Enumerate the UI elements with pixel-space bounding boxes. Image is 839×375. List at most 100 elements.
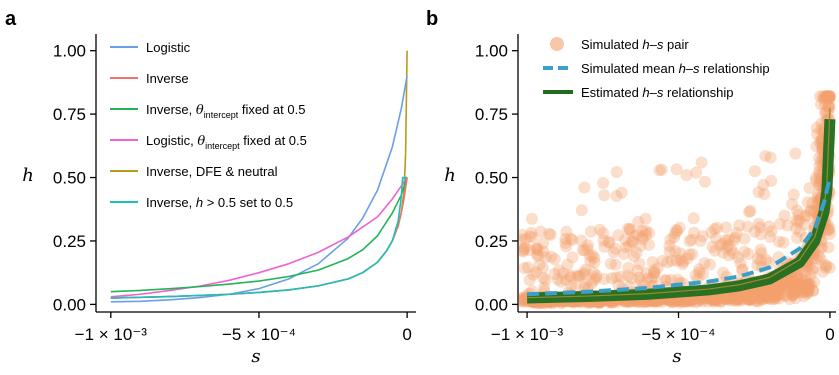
panel-b-scatter-point	[810, 174, 823, 187]
panel-b-scatter-point	[781, 219, 794, 232]
panel-b-scatter-point	[679, 295, 692, 308]
panel-b-scatter-point	[733, 219, 746, 232]
panel-b-scatter-point	[727, 290, 740, 302]
panel-b-scatter-point	[799, 264, 812, 277]
panel-b-scatter-point	[531, 241, 544, 254]
panel-b-scatter-point	[731, 292, 744, 305]
panel-b-scatter-point	[620, 241, 633, 254]
panel-b-scatter-point	[717, 246, 730, 259]
panel-b-scatter-point	[798, 281, 810, 294]
panel-b-scatter-point	[771, 284, 784, 297]
panel-b-scatter-point	[764, 290, 777, 303]
panel-b-scatter-point	[519, 292, 528, 305]
panel-b-scatter-point	[573, 269, 586, 282]
panel-b-scatter-point	[651, 261, 664, 274]
panel-b-scatter-point	[669, 227, 682, 240]
panel-b-scatter-point	[800, 285, 813, 298]
panel-b-scatter-point	[822, 106, 835, 119]
panel-b-scatter-point	[625, 235, 638, 247]
panel-b-scatter-point	[793, 214, 806, 227]
panel-letter-a: a	[5, 8, 17, 30]
panel-b-scatter-point	[790, 278, 803, 291]
panel-b-scatter-point	[531, 244, 544, 256]
panel-b-scatter-point	[579, 263, 592, 276]
panel-b-scatter-point	[683, 235, 696, 248]
panel-b-scatter-point	[763, 220, 776, 233]
panel-b-scatter-point	[804, 268, 817, 281]
panel-b-scatter-point	[675, 294, 688, 307]
panel-b-scatter-point	[519, 243, 531, 256]
panel-b-scatter-point	[746, 292, 758, 305]
panel-b-scatter-point	[531, 248, 544, 261]
panel-b-scatter-point	[711, 221, 724, 234]
panel-b-scatter-point	[791, 283, 804, 296]
panel-b-scatter-point	[519, 293, 528, 306]
panel-b-scatter-point	[758, 188, 771, 201]
panel-b-scatter-point	[769, 290, 782, 303]
panel-b-scatter-point	[725, 290, 738, 302]
panel-b-scatter-point	[693, 263, 706, 276]
panel-b-scatter-point	[524, 230, 536, 243]
panel-b-scatter-point	[605, 272, 618, 285]
panel-b-scatter-point	[778, 289, 791, 302]
panel-b-scatter-point	[726, 294, 739, 306]
panel-b-scatter-point	[798, 218, 811, 231]
panel-b-scatter-point	[696, 293, 709, 306]
panel-b-scatter-point	[754, 243, 767, 256]
panel-b-scatter-point	[776, 280, 789, 292]
panel-b-scatter-point	[736, 263, 749, 276]
panel-b-scatter-point	[757, 290, 770, 303]
panel-b-scatter-point	[718, 292, 731, 305]
panel-b-scatter-point	[767, 281, 780, 294]
panel-b-scatter-point	[776, 280, 789, 293]
panel-b-scatter-point	[770, 286, 783, 299]
panel-b-scatter-point	[732, 251, 745, 264]
panel-b-scatter-point	[810, 252, 823, 265]
panel-b-scatter-point	[527, 268, 540, 281]
panel-b-scatter-point	[790, 222, 803, 235]
panel-b-scatter-point	[790, 214, 803, 227]
panel-b-scatter-point	[818, 92, 831, 105]
panel-b-scatter-point	[723, 292, 736, 305]
panel-b-scatter-point	[759, 283, 772, 296]
panel-b-scatter-point	[717, 237, 730, 250]
panel-b-scatter-point	[790, 285, 802, 298]
panel-b-scatter-point	[806, 264, 819, 277]
panel-b-scatter-point	[711, 294, 724, 307]
panel-b-scatter-point	[640, 229, 653, 241]
panel-b-scatter-point	[670, 295, 683, 308]
panel-b-scatter-point	[588, 256, 601, 269]
panel-b-scatter-point	[785, 272, 798, 285]
panel-b-scatter-point	[598, 240, 611, 253]
panel-b-scatter-point	[670, 224, 683, 236]
panel-b-scatter-point	[648, 267, 660, 280]
panel-b-scatter-point	[798, 274, 811, 287]
panel-b-scatter-point	[559, 237, 572, 249]
panel-b-scatter-point	[819, 261, 832, 274]
panel-b-scatter-point	[597, 234, 610, 247]
panel-b-scatter-point	[709, 292, 722, 305]
panel-b-scatter-point	[750, 285, 763, 298]
panel-b-scatter-point	[823, 222, 836, 235]
panel-b-scatter-point	[627, 250, 640, 263]
panel-b-y-tick-label: 0.00	[475, 295, 508, 314]
panel-b-scatter-point	[744, 204, 757, 217]
panel-b-scatter-point	[771, 281, 784, 294]
panel-a-series-line	[110, 177, 408, 293]
panel-b-scatter-point	[786, 284, 799, 297]
panel-b-scatter-point	[743, 293, 756, 306]
panel-b-scatter-point	[537, 237, 550, 249]
panel-b-scatter-point	[748, 225, 761, 238]
panel-b-legend-swatch	[550, 37, 564, 51]
panel-b-scatter-point	[802, 286, 815, 298]
panel-b-scatter-point	[530, 242, 543, 255]
panel-b-scatter-point	[795, 276, 808, 288]
panel-b-scatter-point	[788, 281, 801, 294]
panel-b-scatter-point	[732, 292, 745, 305]
panel-b-scatter-point	[624, 223, 636, 236]
panel-b-scatter-point	[771, 286, 784, 299]
panel-b-scatter-point	[788, 287, 801, 299]
panel-b-scatter-point	[653, 164, 666, 177]
panel-b-scatter-point	[760, 253, 773, 266]
panel-b-scatter-point	[533, 259, 546, 271]
